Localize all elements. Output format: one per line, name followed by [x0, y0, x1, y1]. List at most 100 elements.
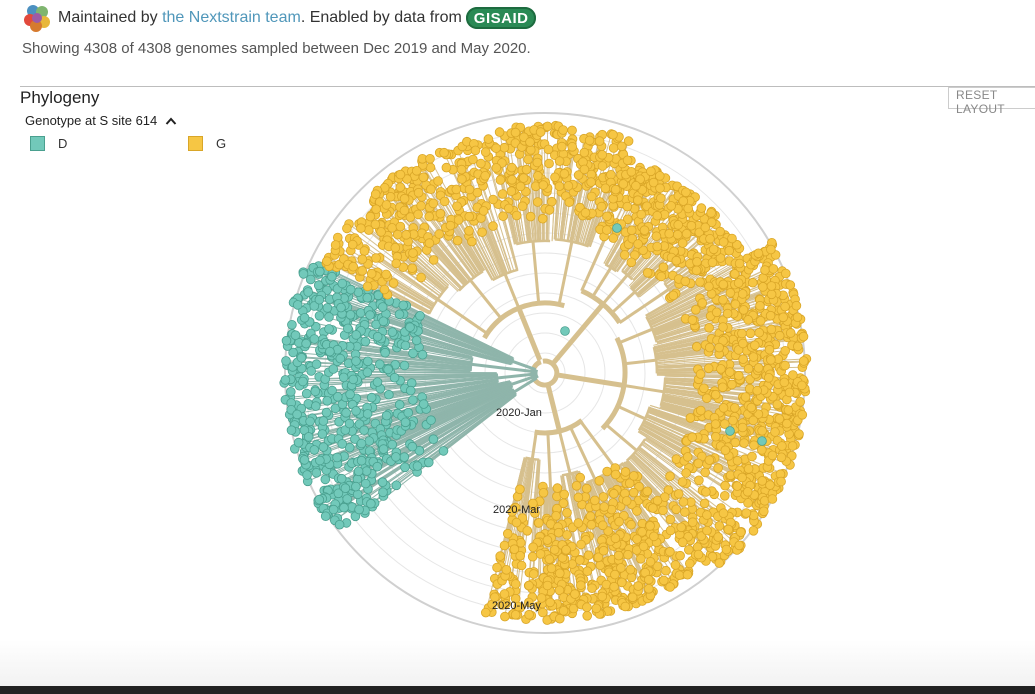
tip-node[interactable]	[441, 162, 452, 173]
tip-node[interactable]	[737, 472, 747, 483]
tip-node[interactable]	[324, 324, 334, 334]
tip-node[interactable]	[554, 568, 565, 579]
tip-node[interactable]	[671, 504, 681, 515]
tip-node[interactable]	[356, 455, 367, 466]
tip-node[interactable]	[767, 450, 778, 461]
tip-node[interactable]	[718, 403, 729, 413]
tip-node[interactable]	[642, 486, 653, 497]
tip-node[interactable]	[718, 294, 728, 305]
tip-node[interactable]	[438, 446, 449, 456]
tip-node[interactable]	[299, 455, 310, 465]
tip-node[interactable]	[337, 439, 348, 449]
tip-node[interactable]	[451, 184, 462, 195]
tip-node[interactable]	[718, 237, 729, 247]
tip-node[interactable]	[755, 300, 765, 311]
tip-node[interactable]	[601, 225, 612, 235]
tip-node[interactable]	[749, 440, 759, 451]
tip-node[interactable]	[344, 418, 355, 429]
tip-node[interactable]	[573, 492, 584, 503]
tip-node[interactable]	[695, 369, 706, 379]
tip-node[interactable]	[707, 257, 718, 268]
tip-node[interactable]	[298, 269, 309, 279]
tip-node[interactable]	[719, 490, 730, 501]
tip-node[interactable]	[675, 550, 685, 561]
tip-node[interactable]	[356, 223, 366, 234]
tip-node[interactable]	[622, 214, 633, 225]
tip-node[interactable]	[635, 553, 646, 564]
tip-node[interactable]	[718, 279, 729, 290]
tip-node[interactable]	[681, 229, 692, 239]
tip-node[interactable]	[575, 580, 586, 590]
tip-node[interactable]	[424, 211, 435, 222]
tip-node[interactable]	[737, 289, 748, 299]
tip-node[interactable]	[589, 495, 600, 506]
tip-node[interactable]	[612, 223, 622, 233]
tip-node[interactable]	[727, 379, 737, 390]
tip-node[interactable]	[622, 201, 633, 212]
tip-node[interactable]	[597, 161, 608, 171]
tip-node[interactable]	[748, 525, 759, 536]
tip-node[interactable]	[562, 507, 572, 518]
tip-node[interactable]	[467, 236, 477, 247]
tip-node[interactable]	[710, 419, 721, 429]
tip-node[interactable]	[686, 220, 697, 231]
tip-node[interactable]	[586, 519, 597, 530]
tip-node[interactable]	[376, 227, 386, 237]
tip-node[interactable]	[281, 335, 292, 346]
tip-node[interactable]	[627, 592, 638, 603]
tip-node[interactable]	[716, 364, 726, 374]
tip-node[interactable]	[783, 405, 794, 415]
tip-node[interactable]	[766, 281, 777, 291]
tip-node[interactable]	[535, 549, 546, 559]
tip-node[interactable]	[532, 197, 543, 207]
tip-node[interactable]	[571, 480, 582, 491]
tip-node[interactable]	[348, 374, 359, 385]
tip-node[interactable]	[733, 278, 744, 288]
tip-node[interactable]	[562, 530, 572, 540]
tip-node[interactable]	[687, 432, 697, 443]
tip-node[interactable]	[366, 498, 376, 509]
tip-node[interactable]	[723, 524, 734, 535]
tip-node[interactable]	[554, 613, 565, 624]
tip-node[interactable]	[399, 452, 410, 462]
tip-node[interactable]	[554, 181, 565, 192]
tip-node[interactable]	[574, 555, 585, 565]
tip-node[interactable]	[787, 441, 798, 451]
tip-node[interactable]	[322, 395, 333, 406]
tip-node[interactable]	[395, 169, 406, 180]
tip-node[interactable]	[542, 580, 553, 591]
tip-node[interactable]	[395, 221, 406, 232]
reset-layout-button[interactable]: RESET LAYOUT	[948, 87, 1035, 116]
tip-node[interactable]	[798, 331, 809, 342]
tip-node[interactable]	[587, 583, 597, 593]
tip-node[interactable]	[735, 527, 746, 537]
tip-node[interactable]	[748, 352, 759, 362]
tip-node[interactable]	[643, 583, 654, 594]
tip-node[interactable]	[542, 535, 553, 545]
tip-node[interactable]	[777, 441, 787, 451]
tip-node[interactable]	[780, 301, 790, 312]
tip-node[interactable]	[524, 580, 534, 591]
tip-node[interactable]	[564, 197, 575, 208]
tip-node[interactable]	[765, 310, 776, 321]
tip-node[interactable]	[299, 312, 310, 323]
tip-node[interactable]	[732, 239, 742, 250]
tip-node[interactable]	[684, 558, 695, 569]
tip-node[interactable]	[371, 253, 381, 263]
tip-node[interactable]	[680, 276, 691, 287]
tip-node[interactable]	[360, 336, 371, 347]
tip-node[interactable]	[359, 246, 370, 256]
tip-node[interactable]	[303, 287, 314, 297]
tip-node[interactable]	[318, 442, 329, 452]
tip-node[interactable]	[633, 239, 643, 249]
tip-node[interactable]	[559, 489, 569, 500]
tip-node[interactable]	[677, 238, 688, 248]
tip-node[interactable]	[286, 425, 297, 436]
tip-node[interactable]	[351, 406, 361, 416]
tip-node[interactable]	[626, 167, 637, 177]
tip-node[interactable]	[380, 347, 390, 358]
tip-node[interactable]	[770, 427, 780, 437]
tip-node[interactable]	[525, 211, 536, 222]
tip-node[interactable]	[730, 299, 741, 310]
